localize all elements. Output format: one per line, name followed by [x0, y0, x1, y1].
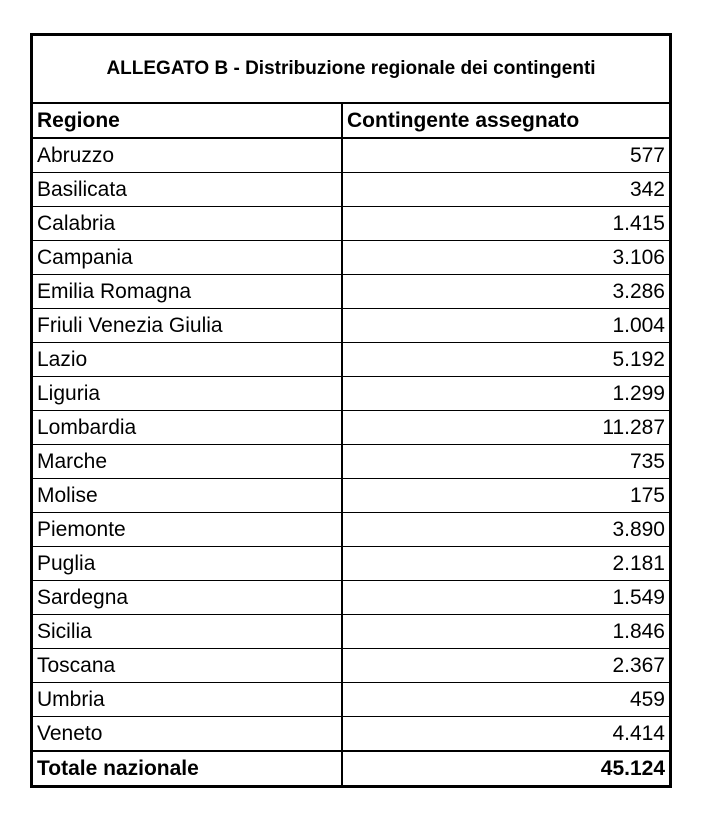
table-row: Lombardia 11.287 — [33, 410, 669, 445]
contingent-value-cell: 2.367 — [342, 648, 669, 683]
contingent-value-cell: 4.414 — [612, 722, 665, 745]
contingent-value-cell: 342 — [342, 172, 669, 207]
region-name-cell: Puglia — [33, 546, 343, 581]
contingent-value-cell: 2.181 — [342, 546, 669, 581]
region-name-cell: Veneto — [33, 716, 343, 751]
table-row: Liguria 1.299 — [33, 376, 669, 411]
region-name-cell: Toscana — [33, 648, 343, 683]
region-name-cell: Friuli Venezia Giulia — [33, 308, 343, 343]
contingent-value-cell: 1.415 — [342, 206, 669, 241]
table-row: Abruzzo 577 — [33, 138, 669, 173]
region-name-cell: Lombardia — [33, 410, 343, 445]
header-value: Contingente assegnato — [342, 104, 669, 139]
region-name-cell: Lazio — [33, 342, 343, 377]
table-row: Sardegna 1.549 — [33, 580, 669, 615]
contingent-value-cell: 735 — [342, 444, 669, 479]
table-row: Umbria 459 — [33, 682, 669, 717]
contingent-value-cell: 3.106 — [342, 240, 669, 275]
table-row: Sicilia 1.846 — [33, 614, 669, 649]
table-row: Basilicata 342 — [33, 172, 669, 207]
table-row: Campania 3.106 — [33, 240, 669, 275]
table-header-row: Regione Contingente assegnato — [33, 104, 669, 139]
region-name-cell: Emilia Romagna — [33, 274, 343, 309]
region-name-cell: Sardegna — [33, 580, 343, 615]
contingent-value-cell: 5.192 — [342, 342, 669, 377]
table-row: Piemonte 3.890 — [33, 512, 669, 547]
region-name-cell: Piemonte — [33, 512, 343, 547]
allegato-document: ALLEGATO B - Distribuzione regionale dei… — [30, 33, 672, 788]
total-label: Totale nazionale — [33, 750, 343, 785]
contingent-value-cell: 1.549 — [342, 580, 669, 615]
document-title: ALLEGATO B - Distribuzione regionale dei… — [33, 36, 669, 104]
table-row: Marche 735 — [33, 444, 669, 479]
region-name-cell: Calabria — [33, 206, 343, 241]
total-row: Totale nazionale 45.124 — [33, 750, 669, 785]
table-row: Calabria 1.415 — [33, 206, 669, 241]
table-row: Veneto 4.414 — [33, 716, 669, 751]
regional-distribution-table: Regione Contingente assegnato Abruzzo 577… — [33, 104, 669, 785]
contingent-value-cell: 3.286 — [342, 274, 669, 309]
table-body: Abruzzo 577 Basilicata 342 Calabria 1.415 Camp… — [33, 138, 669, 751]
total-value: 45.124 — [342, 750, 669, 785]
table-row: Molise 175 — [33, 478, 669, 513]
contingent-value-cell: 3.890 — [342, 512, 669, 547]
region-name-cell: Campania — [33, 240, 343, 275]
table-row: Lazio 5.192 — [33, 342, 669, 377]
table-row: Toscana 2.367 — [33, 648, 669, 683]
table-row: Puglia 2.181 — [33, 546, 669, 581]
region-name-cell: Marche — [33, 444, 343, 479]
contingent-value-cell: 11.287 — [342, 410, 669, 445]
region-name-cell: Molise — [33, 478, 343, 513]
contingent-value-cell: 1.004 — [342, 308, 669, 343]
contingent-value-cell: 577 — [342, 138, 669, 173]
region-name-cell: Sicilia — [33, 614, 343, 649]
table-row: Friuli Venezia Giulia 1.004 — [33, 308, 669, 343]
contingent-value-cell: 459 — [342, 682, 669, 717]
contingent-value-cell: 1.846 — [342, 614, 669, 649]
header-region: Regione — [33, 104, 343, 139]
region-name-cell: Basilicata — [33, 172, 343, 207]
region-name-cell: Liguria — [33, 376, 343, 411]
table-frame: ALLEGATO B - Distribuzione regionale dei… — [30, 33, 672, 788]
contingent-value-cell: 1.299 — [342, 376, 669, 411]
region-name-cell: Umbria — [33, 682, 343, 717]
table-row: Emilia Romagna 3.286 — [33, 274, 669, 309]
region-name-cell: Abruzzo — [33, 138, 343, 173]
contingent-value-cell: 175 — [342, 478, 669, 513]
